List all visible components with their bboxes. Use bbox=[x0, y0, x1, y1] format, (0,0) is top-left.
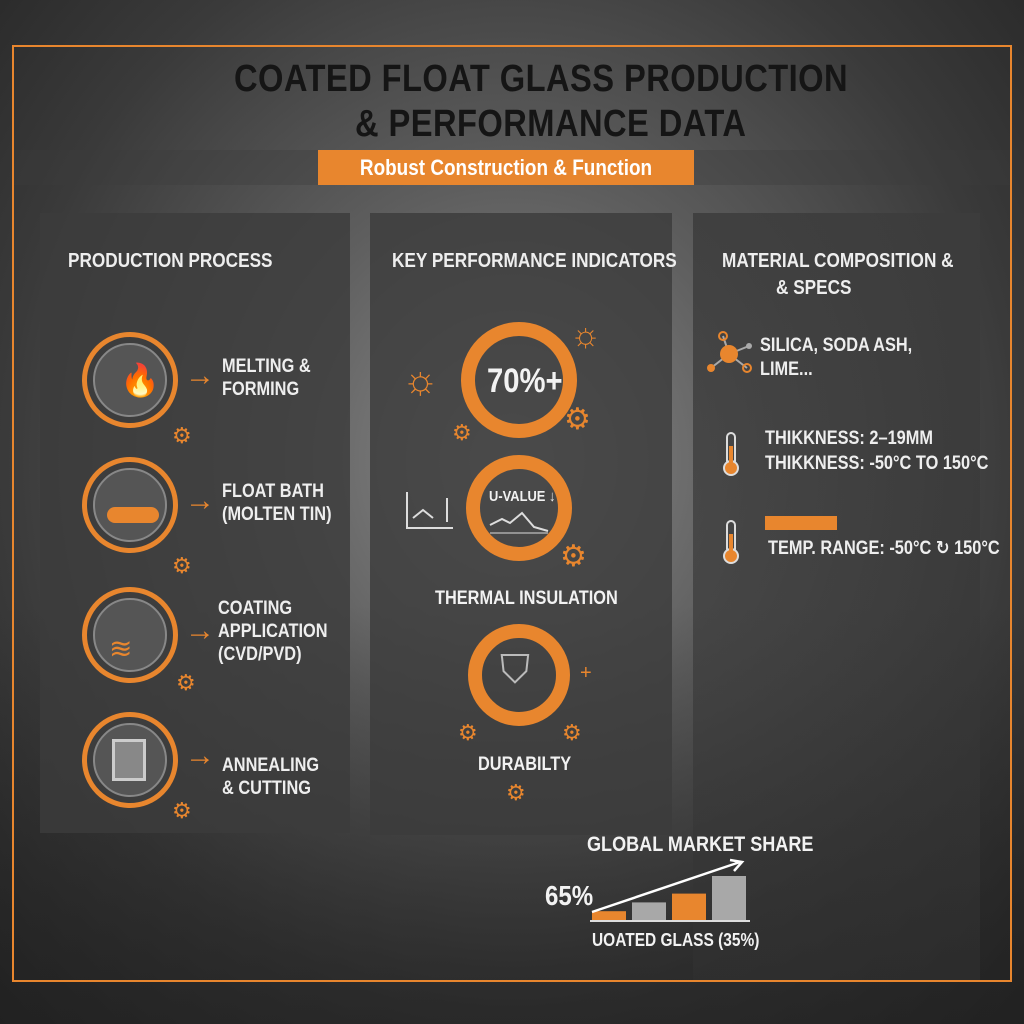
step-label: (CVD/PVD) bbox=[218, 644, 302, 665]
gear-icon: ⚙ bbox=[172, 423, 192, 448]
title-line-1: Coated Float Glass Production bbox=[234, 58, 849, 100]
conveyor-icon bbox=[82, 457, 178, 553]
market-title: Global Market Share bbox=[587, 833, 814, 856]
step-label: Annealing bbox=[222, 755, 320, 776]
thermometer-icon bbox=[723, 520, 739, 564]
chart-icon bbox=[406, 492, 453, 529]
gear-icon: ⚙ bbox=[172, 553, 192, 578]
gear-icon: ⚙ bbox=[564, 403, 591, 436]
molecule-icon bbox=[707, 331, 752, 373]
gear-icon: ⚙ bbox=[560, 540, 587, 573]
durability-label: Durabilty bbox=[478, 754, 572, 775]
temp-range: Temp. Range: -50°C ↻ 150°C bbox=[768, 538, 1000, 559]
furnace-icon: 🔥 bbox=[82, 332, 178, 428]
gear-icon: ⚙ bbox=[506, 780, 526, 805]
u-value-label: U-Value ↓ bbox=[489, 488, 556, 505]
transmission-value: 70%+ bbox=[487, 362, 563, 400]
material-heading-1: Material Composition & bbox=[722, 250, 954, 272]
step-label: (Molten Tin) bbox=[222, 504, 332, 525]
step-label: Melting & bbox=[222, 356, 311, 377]
step-label: Application bbox=[218, 621, 328, 642]
plus-icon: + bbox=[580, 662, 592, 684]
arrow-icon: → bbox=[185, 614, 215, 647]
market-bar bbox=[672, 893, 706, 920]
coating-icon: ≋ bbox=[82, 587, 178, 683]
step-label: Forming bbox=[222, 379, 300, 400]
sun-icon: ☼ bbox=[570, 316, 602, 354]
arrow-icon: → bbox=[185, 359, 215, 392]
market-bar bbox=[592, 911, 626, 920]
composition-line-2: Lime... bbox=[760, 359, 813, 380]
kpi-heading: Key Performance Indicators bbox=[392, 250, 677, 272]
thermal-label: Thermal Insulation bbox=[435, 588, 618, 609]
thickness-line-2: Thikkness: -50°C to 150°C bbox=[765, 453, 989, 474]
thermometer-icon bbox=[723, 432, 739, 476]
step-label: & Cutting bbox=[222, 778, 311, 799]
glass-sheets-icon bbox=[82, 712, 178, 808]
orange-frame bbox=[12, 45, 1012, 982]
market-bar bbox=[632, 902, 666, 920]
market-share-value: 65% bbox=[545, 880, 594, 911]
step-label: Float Bath bbox=[222, 481, 324, 502]
thickness-line-1: Thikkness: 2–19MM bbox=[765, 428, 933, 449]
material-panel bbox=[693, 213, 980, 980]
market-share-chart bbox=[590, 858, 750, 922]
subtitle-banner: Robust Construction & Function bbox=[318, 150, 694, 185]
arrow-icon: → bbox=[185, 739, 215, 772]
material-heading-2: & Specs bbox=[776, 277, 852, 299]
ruler-icon bbox=[765, 516, 837, 530]
gear-icon: ⚙ bbox=[172, 798, 192, 823]
title-line-2: & Performance Data bbox=[355, 103, 747, 145]
composition-line-1: Silica, Soda Ash, bbox=[760, 335, 913, 356]
sun-icon: ☼ bbox=[402, 358, 439, 402]
arrow-icon: → bbox=[185, 484, 215, 517]
gear-icon: ⚙ bbox=[458, 720, 478, 745]
market-bar bbox=[712, 876, 746, 920]
gear-icon: ⚙ bbox=[562, 720, 582, 745]
shield-hammer-icon: ⛉ bbox=[500, 648, 530, 692]
gear-icon: ⚙ bbox=[176, 670, 196, 695]
subtitle: Robust Construction & Function bbox=[359, 155, 653, 180]
step-label: Coating bbox=[218, 598, 293, 619]
trend-arrow-icon bbox=[591, 858, 745, 914]
u-value-chart-icon bbox=[489, 511, 549, 534]
gear-icon: ⚙ bbox=[452, 420, 472, 445]
production-heading: Production Process bbox=[68, 250, 273, 272]
market-label: Uoated Glass (35%) bbox=[592, 930, 760, 950]
